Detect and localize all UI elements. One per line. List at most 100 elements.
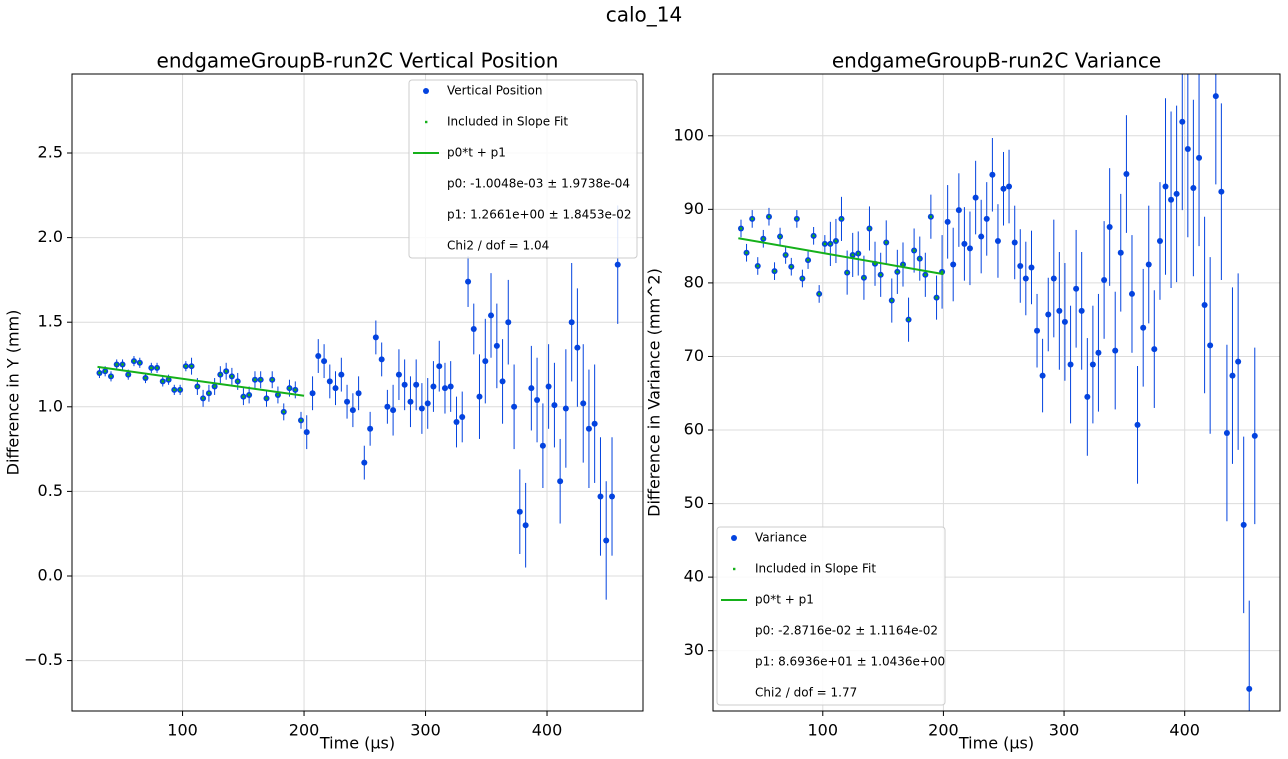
data-point — [1022, 275, 1029, 282]
axes-title: endgameGroupB-run2C Variance — [832, 49, 1161, 73]
fit-point — [276, 393, 280, 397]
legend-note: p1: 8.6936e+01 ± 1.0436e+00 — [755, 655, 945, 669]
plot-area — [96, 205, 621, 600]
data-point — [1246, 685, 1253, 692]
fit-point — [745, 251, 748, 254]
data-point — [1168, 196, 1175, 203]
data-point — [522, 522, 529, 529]
legend-marker — [733, 567, 736, 571]
data-point — [1162, 183, 1169, 190]
fit-point — [271, 378, 274, 381]
fit-point — [144, 376, 147, 380]
data-point — [1095, 349, 1102, 356]
data-point — [1134, 421, 1141, 428]
fit-point — [150, 366, 153, 370]
fit-point — [247, 393, 251, 397]
data-point — [528, 385, 535, 392]
data-point — [1218, 188, 1225, 195]
data-point — [1145, 261, 1152, 268]
axes: 100 200 300 400 30 40 50 60 70 80 90 100 endgameGrou… — [645, 49, 1281, 753]
fit-point — [196, 385, 199, 388]
fit-point — [812, 234, 815, 238]
fit-point — [184, 364, 188, 368]
data-point — [1156, 237, 1163, 244]
data-point — [1117, 249, 1124, 256]
legend-marker — [731, 535, 737, 541]
fit-line — [97, 365, 305, 397]
data-point — [453, 419, 460, 426]
data-point — [1089, 361, 1096, 368]
data-point — [361, 459, 368, 466]
data-point — [1240, 521, 1247, 528]
data-point — [1128, 290, 1135, 297]
data-point — [539, 442, 546, 449]
fit-point — [801, 277, 804, 280]
data-point — [1050, 275, 1057, 282]
y-tick-label: −0.5 — [24, 650, 63, 669]
data-point — [1017, 262, 1024, 269]
data-point — [1212, 93, 1219, 100]
legend-label: Included in Slope Fit — [447, 115, 568, 129]
axes: 100 200 300 400 −0.5 0.0 0.5 1.0 1.5 2.0 2.5 endgam… — [4, 49, 644, 753]
data-point — [459, 413, 466, 420]
x-tick-label: 400 — [1169, 721, 1200, 740]
fit-point — [868, 227, 871, 230]
fit-point — [879, 273, 882, 277]
data-point — [1179, 118, 1186, 125]
fit-point — [109, 375, 113, 378]
fit-point — [795, 217, 799, 221]
data-point — [568, 319, 575, 326]
fit-point — [739, 227, 743, 230]
data-point — [597, 493, 604, 500]
data-point — [1173, 190, 1180, 197]
data-point — [1251, 432, 1258, 439]
data-point — [557, 478, 564, 485]
data-point — [413, 381, 420, 388]
data-point — [966, 245, 973, 252]
data-point — [1201, 301, 1208, 308]
data-point — [1196, 154, 1203, 161]
data-point — [1061, 318, 1068, 325]
data-point — [511, 403, 518, 410]
data-point — [470, 325, 477, 332]
data-point — [395, 371, 402, 378]
x-axis-label: Time (µs) — [319, 734, 395, 753]
x-tick-label: 200 — [928, 721, 959, 740]
fit-point — [823, 242, 827, 246]
data-point — [516, 508, 523, 515]
fit-point — [236, 380, 239, 383]
data-point — [315, 353, 322, 360]
data-point — [1106, 223, 1113, 230]
fit-point — [213, 385, 216, 388]
data-point — [978, 233, 985, 240]
y-tick-label: 80 — [684, 272, 704, 291]
fit-point — [288, 386, 291, 390]
data-point — [1000, 185, 1007, 192]
legend-label: Included in Slope Fit — [755, 562, 876, 576]
data-point — [390, 407, 397, 414]
data-point — [344, 398, 351, 405]
fit-point — [912, 249, 916, 252]
data-point — [1207, 342, 1214, 349]
y-axis-label: Difference in Y (mm) — [4, 310, 23, 476]
fit-point — [230, 375, 234, 378]
data-point — [994, 237, 1001, 244]
data-point — [1223, 429, 1230, 436]
y-tick-label: 50 — [684, 493, 704, 512]
y-tick-label: 30 — [684, 640, 704, 659]
data-point — [1073, 285, 1080, 292]
fit-point — [885, 241, 888, 244]
data-point — [1184, 146, 1191, 153]
fit-point — [98, 371, 101, 375]
fit-point — [940, 270, 944, 274]
data-point — [505, 319, 512, 326]
data-point — [1011, 239, 1018, 246]
y-axis-label: Difference in Variance (mm^2) — [645, 268, 664, 517]
data-point — [950, 261, 957, 268]
fit-point — [103, 370, 107, 373]
data-point — [309, 390, 316, 397]
data-point — [476, 393, 483, 400]
data-point — [1140, 324, 1147, 331]
fit-point — [851, 253, 854, 257]
data-point — [1045, 311, 1052, 318]
